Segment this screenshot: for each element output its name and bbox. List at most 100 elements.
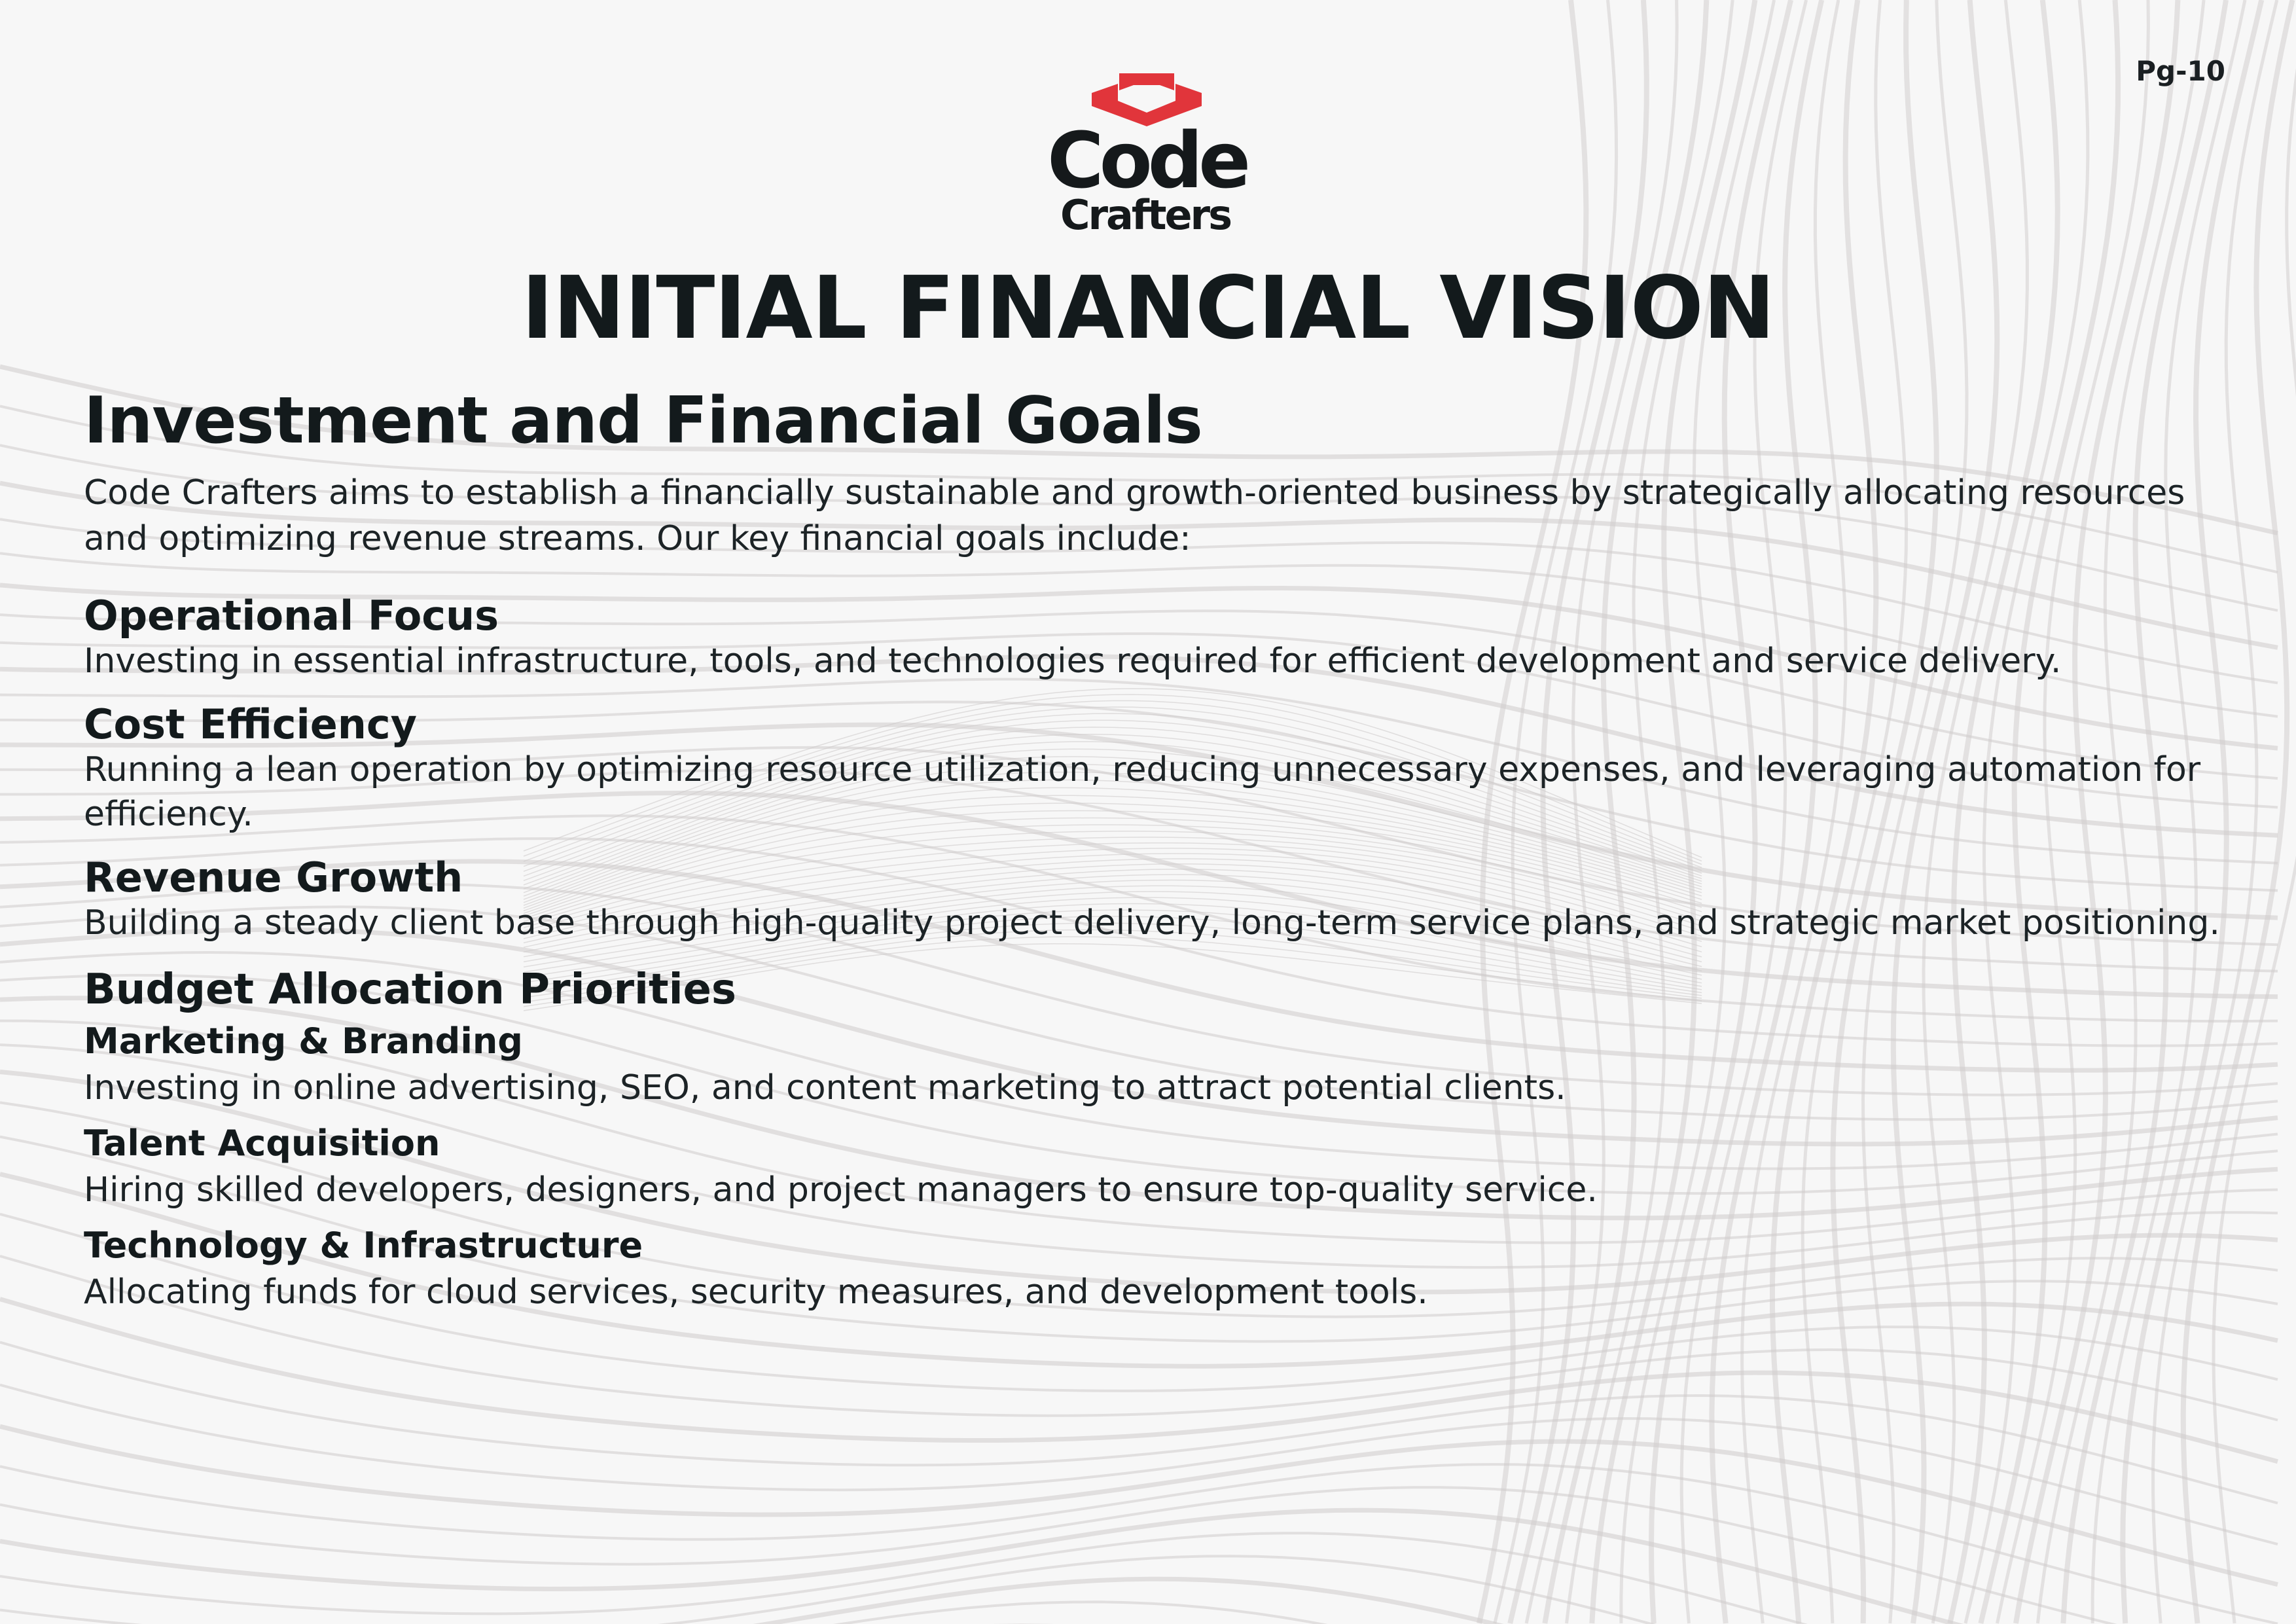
wave-line (1740, 0, 1848, 1624)
wave-line (1542, 0, 1710, 1624)
wave-line (1861, 0, 1969, 1624)
priority-text: Investing in online advertising, SEO, an… (84, 1068, 1566, 1108)
wave-line (0, 1463, 2278, 1624)
priority-title: Technology & Infrastructure (84, 1224, 643, 1266)
wave-line (523, 885, 1702, 976)
wave-line (523, 863, 1702, 958)
wave-line (523, 922, 1702, 998)
wave-line (753, 1576, 1504, 1624)
priority-talent-acquisition: Talent Acquisition Hiring skilled develo… (84, 1121, 2231, 1214)
wave-line (523, 903, 1702, 987)
wave-line (0, 583, 2278, 751)
wave-line (2120, 0, 2265, 1624)
wave-line (523, 929, 1702, 1003)
page-title: INITIAL FINANCIAL VISION (521, 258, 1776, 359)
wave-line (523, 936, 1702, 1007)
wave-line (523, 916, 1702, 994)
wave-line (523, 909, 1702, 990)
wave-line (523, 756, 1702, 897)
wave-line (1770, 0, 1879, 1624)
priority-text: Hiring skilled developers, designers, an… (84, 1170, 1598, 1210)
wave-line (2036, 0, 2206, 1624)
wave-line (0, 1507, 1964, 1624)
wave-line (1507, 0, 1649, 1624)
priority-technology-infrastructure: Technology & Infrastructure Allocating f… (84, 1223, 2231, 1316)
wave-line (1709, 0, 1825, 1624)
wave-line (523, 763, 1702, 900)
wave-line (0, 364, 2278, 535)
wave-line (523, 943, 1702, 1011)
wave-line (523, 874, 1702, 967)
wave-line (523, 831, 1702, 927)
wave-line (0, 1424, 2278, 1587)
goal-title: Cost Efficiency (84, 700, 418, 748)
priority-title: Marketing & Branding (84, 1020, 523, 1062)
wave-line (0, 1383, 2278, 1546)
wave-line (523, 848, 1702, 943)
wave-line (0, 1070, 2278, 1295)
goal-title: Revenue Growth (84, 853, 463, 901)
wave-line (2060, 0, 2229, 1624)
wave-line (0, 609, 2278, 780)
wave-line (523, 688, 1702, 858)
wave-line (0, 1101, 2278, 1318)
wave-line (833, 1600, 1328, 1624)
wave-line (523, 727, 1702, 882)
wave-line (1830, 0, 1939, 1624)
wave-line (1589, 0, 1758, 1624)
wave-line (523, 779, 1702, 906)
wave-line (0, 996, 2278, 1221)
wave-line (523, 891, 1702, 980)
wave-line (0, 518, 2278, 685)
wave-line (1565, 0, 1734, 1624)
wave-line (523, 741, 1702, 890)
wave-line (0, 552, 2278, 718)
wave-line (1890, 0, 2000, 1624)
wave-line (0, 790, 2278, 1000)
priority-text: Allocating funds for cloud services, sec… (84, 1272, 1428, 1312)
wave-line (523, 713, 1702, 872)
wave-line (523, 817, 1702, 920)
wave-line (523, 869, 1702, 963)
wave-line (523, 853, 1702, 948)
wave-line (523, 787, 1702, 909)
wave-line (0, 722, 2278, 920)
wave-line (523, 706, 1702, 869)
wave-line (0, 654, 2278, 838)
wave-line (0, 480, 2278, 650)
wave-line (523, 795, 1702, 912)
wave-line (523, 842, 1702, 937)
wave-line (0, 405, 2278, 574)
wave-line (523, 897, 1702, 984)
wave-line (523, 879, 1702, 972)
wave-line (2013, 0, 2181, 1624)
wave-line (1996, 0, 2150, 1624)
wave-line (2212, 68, 2296, 1624)
wave-line (523, 748, 1702, 893)
brand-name-line1: Code (1047, 115, 1251, 206)
brand-name-line2: Crafters (1060, 191, 1232, 239)
wave-line (1964, 0, 2090, 1624)
wave-line (2151, 0, 2279, 1624)
goal-cost-efficiency: Cost Efficiency Running a lean operation… (84, 700, 2231, 837)
wave-line (0, 1135, 2278, 1343)
wave-line (0, 1043, 2278, 1269)
wave-line (0, 444, 2278, 612)
wave-line (523, 824, 1702, 922)
wave-line (1801, 0, 1909, 1624)
wave-line (1493, 0, 1619, 1624)
goal-title: Operational Focus (84, 591, 499, 640)
wave-line (523, 810, 1702, 917)
priority-marketing-branding: Marketing & Branding Investing in online… (84, 1019, 2231, 1111)
priority-title: Talent Acquisition (84, 1122, 440, 1164)
wave-line (0, 1019, 2278, 1244)
investment-intro: Code Crafters aims to establish a financ… (84, 473, 2185, 558)
budget-heading: Budget Allocation Priorities (84, 965, 736, 1014)
wave-line (1922, 0, 2029, 1624)
wave-line (0, 1532, 1808, 1624)
investment-heading: Investment and Financial Goals (84, 384, 1203, 458)
wave-line (1524, 0, 1679, 1624)
wave-line (0, 814, 2278, 1023)
wave-line (523, 858, 1702, 952)
